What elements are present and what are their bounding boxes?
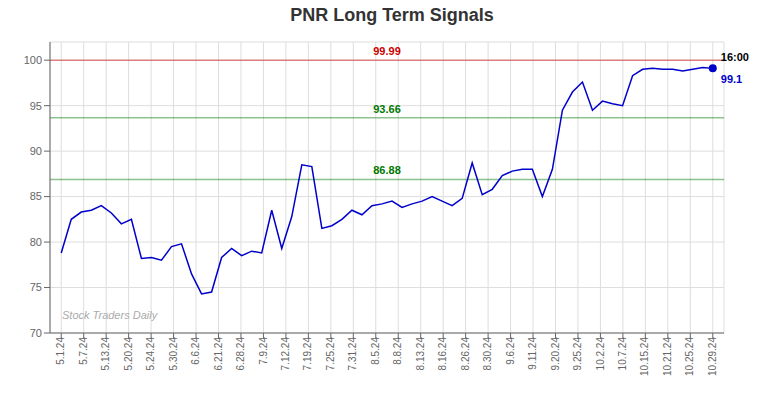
svg-text:5.7.24: 5.7.24 <box>78 337 89 365</box>
svg-text:8.30.24: 8.30.24 <box>482 337 493 371</box>
svg-text:6.28.24: 6.28.24 <box>235 337 246 371</box>
svg-text:9.20.24: 9.20.24 <box>550 337 561 371</box>
svg-text:86.88: 86.88 <box>373 164 401 176</box>
svg-text:5.20.24: 5.20.24 <box>123 337 134 371</box>
svg-text:8.16.24: 8.16.24 <box>437 337 448 371</box>
svg-text:80: 80 <box>30 236 42 248</box>
svg-text:99.1: 99.1 <box>721 73 742 85</box>
svg-text:5.30.24: 5.30.24 <box>168 337 179 371</box>
svg-text:85: 85 <box>30 190 42 202</box>
svg-text:8.8.24: 8.8.24 <box>392 337 403 365</box>
svg-text:16:00: 16:00 <box>721 51 749 63</box>
svg-text:90: 90 <box>30 145 42 157</box>
svg-text:9.25.24: 9.25.24 <box>572 337 583 371</box>
svg-text:7.19.24: 7.19.24 <box>302 337 313 371</box>
svg-text:7.9.24: 7.9.24 <box>258 337 269 365</box>
svg-text:7.12.24: 7.12.24 <box>280 337 291 371</box>
svg-text:5.24.24: 5.24.24 <box>145 337 156 371</box>
svg-text:8.13.24: 8.13.24 <box>415 337 426 371</box>
svg-text:9.11.24: 9.11.24 <box>527 337 538 370</box>
svg-text:10.15.24: 10.15.24 <box>639 337 650 376</box>
html-text:PNR Long Term Signals: PNR Long Term Signals <box>290 5 494 25</box>
svg-text:7.31.24: 7.31.24 <box>347 337 358 371</box>
svg-text:10.25.24: 10.25.24 <box>684 337 695 376</box>
svg-text:95: 95 <box>30 100 42 112</box>
svg-text:6.6.24: 6.6.24 <box>190 337 201 365</box>
svg-text:10.7.24: 10.7.24 <box>617 337 628 371</box>
svg-text:99.99: 99.99 <box>373 45 401 57</box>
svg-text:10.21.24: 10.21.24 <box>662 337 673 376</box>
svg-text:75: 75 <box>30 281 42 293</box>
svg-text:93.66: 93.66 <box>373 103 401 115</box>
svg-text:70: 70 <box>30 327 42 339</box>
svg-text:7.25.24: 7.25.24 <box>325 337 336 371</box>
svg-text:5.13.24: 5.13.24 <box>100 337 111 371</box>
svg-text:8.5.24: 8.5.24 <box>370 337 381 365</box>
svg-text:6.21.24: 6.21.24 <box>213 337 224 371</box>
svg-text:5.1.24: 5.1.24 <box>55 337 66 365</box>
html-text:Stock Traders Daily: Stock Traders Daily <box>62 309 158 321</box>
svg-text:10.29.24: 10.29.24 <box>707 337 718 376</box>
svg-text:10.2.24: 10.2.24 <box>595 337 606 371</box>
svg-text:100: 100 <box>24 54 42 66</box>
svg-text:9.6.24: 9.6.24 <box>505 337 516 365</box>
svg-text:8.26.24: 8.26.24 <box>460 337 471 371</box>
